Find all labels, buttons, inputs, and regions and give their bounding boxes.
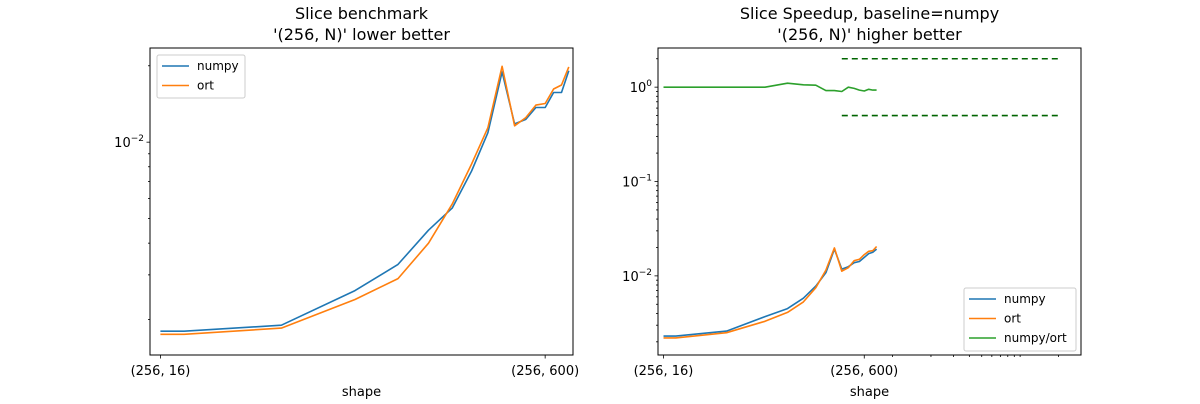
legend-label: numpy [197, 59, 239, 73]
legend-box [963, 287, 1077, 352]
legend-label: ort [197, 79, 214, 93]
chart-title: Slice benchmark [295, 4, 429, 23]
plot-frame [657, 47, 1082, 356]
y-tick-label: 10−2 [114, 134, 144, 151]
series-line-numpy [663, 248, 878, 337]
legend-label: numpy/ort [1004, 331, 1067, 345]
y-tick-label: 10−1 [622, 174, 652, 191]
chart-2: Slice Speedup, baseline=numpy '(256, N)' … [622, 4, 1082, 400]
x-tick-label: (256, 600) [511, 364, 579, 379]
series-line-ort [160, 65, 570, 336]
legend: numpy ort numpy/ort [963, 287, 1077, 352]
x-tick-label: (256, 16) [131, 364, 191, 379]
legend-label: ort [1004, 312, 1021, 326]
chart-title: Slice Speedup, baseline=numpy [740, 4, 999, 23]
y-tick-label: 100 [630, 79, 653, 96]
chart-1: Slice benchmark '(256, N)' lower better 10… [114, 4, 579, 400]
legend-label: numpy [1004, 292, 1046, 306]
series-line-ort [663, 245, 878, 339]
series-line-numpy [160, 70, 570, 333]
chart-subtitle: '(256, N)' lower better [273, 25, 450, 44]
chart-subtitle: '(256, N)' higher better [777, 25, 962, 44]
x-axis-label: shape [850, 385, 889, 400]
x-axis-label: shape [342, 385, 381, 400]
x-tick-label: (256, 16) [634, 364, 694, 379]
series-line-numpy-ort [663, 82, 877, 93]
y-tick-label: 10−2 [622, 268, 652, 285]
legend: numpy ort [156, 54, 246, 99]
x-tick-label: (256, 600) [830, 364, 898, 379]
plot-frame [149, 47, 574, 356]
